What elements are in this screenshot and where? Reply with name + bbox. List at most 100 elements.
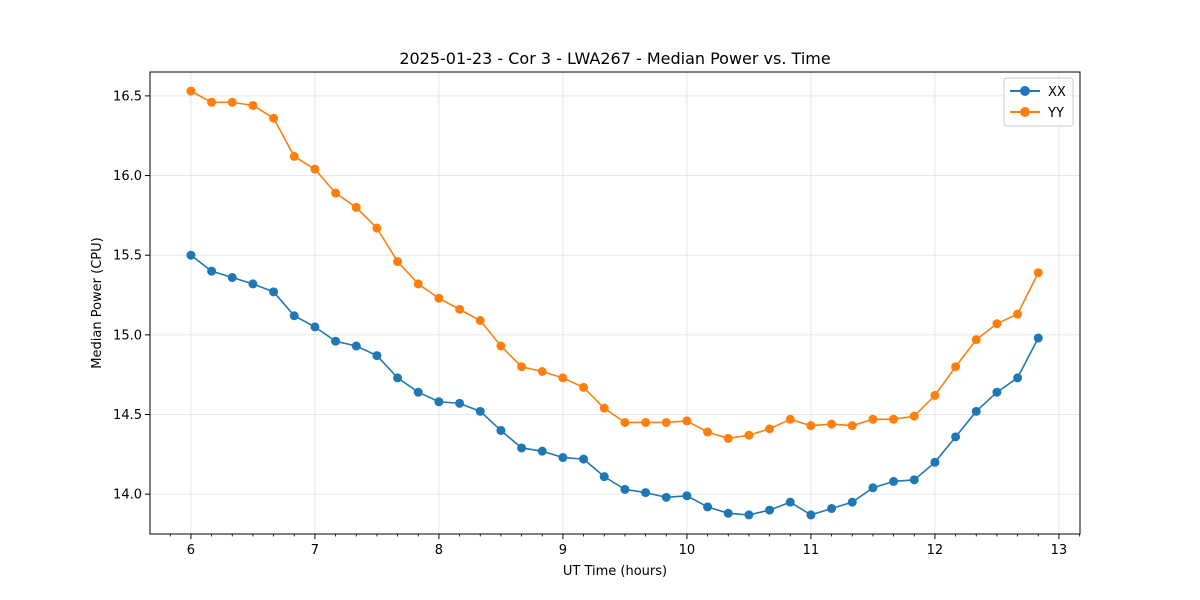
data-point-xx [434,397,444,407]
data-point-yy [889,414,899,424]
data-point-xx [971,406,981,416]
data-point-xx [413,387,423,397]
data-point-xx [537,446,547,456]
x-tick-label: 13 [1051,543,1068,558]
data-point-xx [1033,333,1043,343]
x-tick-label: 9 [559,543,567,558]
data-point-xx [661,492,671,502]
data-point-xx [889,476,899,486]
data-point-yy [641,417,651,427]
chart-title: 2025-01-23 - Cor 3 - LWA267 - Median Pow… [399,49,830,68]
ticks: 6 7 8 9 10 11 12 13 14.0 14.5 15.0 15.5 16.0 16.5 [113,89,1080,558]
data-point-xx [951,432,961,442]
y-tick-label: 15.0 [113,328,142,343]
data-point-xx [372,351,382,361]
data-point-xx [909,475,919,485]
data-point-yy [227,97,237,107]
data-point-xx [455,398,465,408]
data-point-yy [372,223,382,233]
data-point-xx [227,273,237,283]
data-point-yy [434,293,444,303]
data-point-yy [331,188,341,198]
data-point-yy [785,414,795,424]
data-point-xx [930,457,940,467]
data-point-xx [723,508,733,518]
data-point-yy [744,430,754,440]
data-point-yy [682,416,692,426]
grid [150,72,1080,534]
data-point-yy [951,362,961,372]
data-point-yy [1033,268,1043,278]
data-point-xx [579,454,589,464]
data-point-yy [599,403,609,413]
y-tick-label: 14.5 [113,408,142,423]
data-point-yy [723,433,733,443]
data-point-xx [269,287,279,297]
data-point-yy [496,341,506,351]
legend-marker-xx [1020,86,1030,96]
data-point-xx [703,502,713,512]
data-point-yy [661,417,671,427]
data-point-xx [393,373,403,383]
x-tick-label: 12 [927,543,944,558]
data-point-xx [620,484,630,494]
data-point-yy [827,419,837,429]
data-point-xx [641,488,651,498]
data-point-yy [971,335,981,345]
data-point-yy [351,202,361,212]
data-point-yy [930,390,940,400]
data-point-yy [847,421,857,431]
data-point-yy [475,316,485,326]
series-layer [186,86,1043,520]
data-point-xx [765,505,775,515]
y-tick-label: 15.5 [113,249,142,264]
data-point-xx [806,510,816,520]
data-point-xx [310,322,320,332]
x-axis-label: UT Time (hours) [563,564,667,579]
data-point-xx [992,387,1002,397]
data-point-xx [868,483,878,493]
data-point-yy [620,417,630,427]
data-point-yy [248,100,258,110]
data-point-yy [537,367,547,377]
data-point-yy [310,164,320,174]
data-point-xx [207,266,217,276]
x-tick-label: 11 [803,543,820,558]
data-point-xx [827,504,837,514]
data-point-xx [186,250,196,260]
data-point-yy [413,279,423,289]
data-point-yy [269,113,279,123]
data-point-yy [558,373,568,383]
x-tick-label: 7 [311,543,319,558]
plot-frame [149,71,1081,535]
data-point-xx [744,510,754,520]
data-point-xx [496,425,506,435]
data-point-yy [992,319,1002,329]
data-point-xx [351,341,361,351]
legend-label-yy: YY [1047,106,1064,121]
data-point-xx [1013,373,1023,383]
data-point-yy [393,257,403,267]
data-point-yy [868,414,878,424]
legend-marker-yy [1020,107,1030,117]
data-point-xx [289,311,299,321]
data-point-yy [579,382,589,392]
data-point-xx [558,453,568,463]
x-tick-label: 6 [187,543,195,558]
data-point-yy [207,97,217,107]
data-point-yy [765,424,775,434]
y-tick-label: 16.0 [113,169,142,184]
data-point-yy [1013,309,1023,319]
x-tick-label: 8 [435,543,443,558]
data-point-yy [703,427,713,437]
legend: XX YY [1003,77,1074,127]
y-axis-label: Median Power (CPU) [90,237,105,368]
data-point-yy [455,304,465,314]
data-point-xx [785,497,795,507]
x-tick-label: 10 [679,543,696,558]
data-point-xx [475,406,485,416]
data-point-xx [248,279,258,289]
data-point-xx [847,497,857,507]
